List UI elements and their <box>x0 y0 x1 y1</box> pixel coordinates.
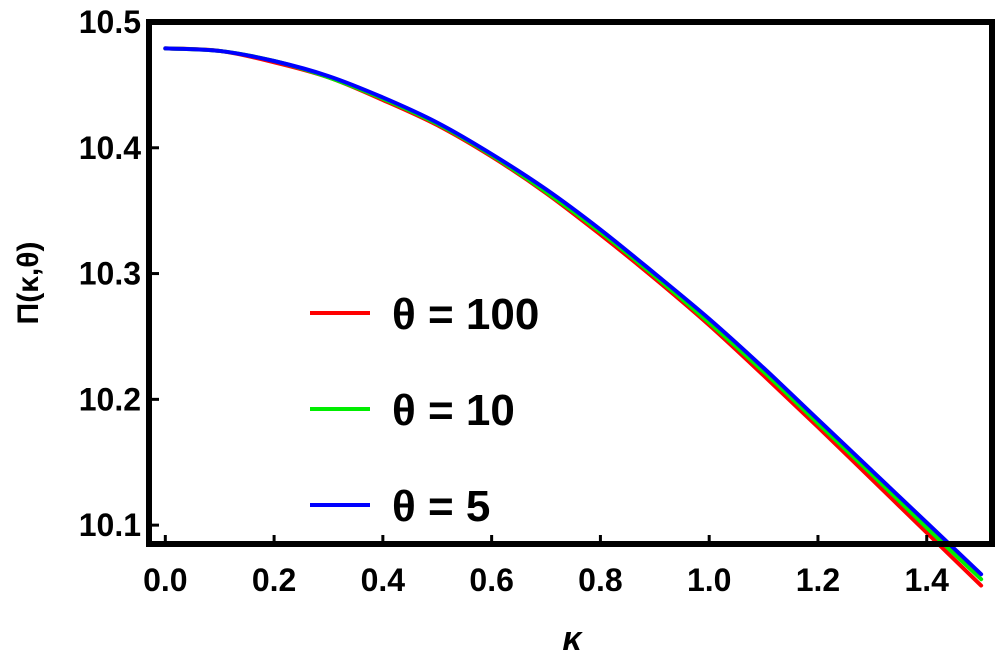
x-axis-label: κ <box>562 620 583 658</box>
legend-label-3: θ = 5 <box>392 482 490 531</box>
x-tick-label: 0.8 <box>578 562 622 598</box>
x-tick-label: 1.2 <box>796 562 840 598</box>
x-tick-label: 0.0 <box>143 562 187 598</box>
y-tick-label: 10.4 <box>79 130 141 166</box>
y-tick-label: 10.1 <box>79 507 141 543</box>
x-tick-label: 1.0 <box>687 562 731 598</box>
y-tick-label: 10.3 <box>79 256 141 292</box>
y-tick-label: 10.5 <box>79 4 141 40</box>
x-tick-label: 0.2 <box>252 562 296 598</box>
axis-ticks: 0.0 0.2 0.4 0.6 0.8 1.0 1.2 1.4 10.1 10.2 10.3 10.4… <box>79 4 949 598</box>
y-axis-label: Π(κ,θ) <box>12 242 45 325</box>
x-tick-label: 1.4 <box>904 562 949 598</box>
legend: θ = 100 θ = 10 θ = 5 <box>310 290 539 531</box>
x-tick-label: 0.4 <box>361 562 406 598</box>
legend-label-2: θ = 10 <box>392 386 515 435</box>
plot-frame <box>146 19 995 547</box>
series-line-3 <box>163 46 984 577</box>
series-lines <box>163 46 984 588</box>
x-tick-label: 0.6 <box>469 562 513 598</box>
legend-label-1: θ = 100 <box>392 290 539 339</box>
y-tick-label: 10.2 <box>79 381 141 417</box>
